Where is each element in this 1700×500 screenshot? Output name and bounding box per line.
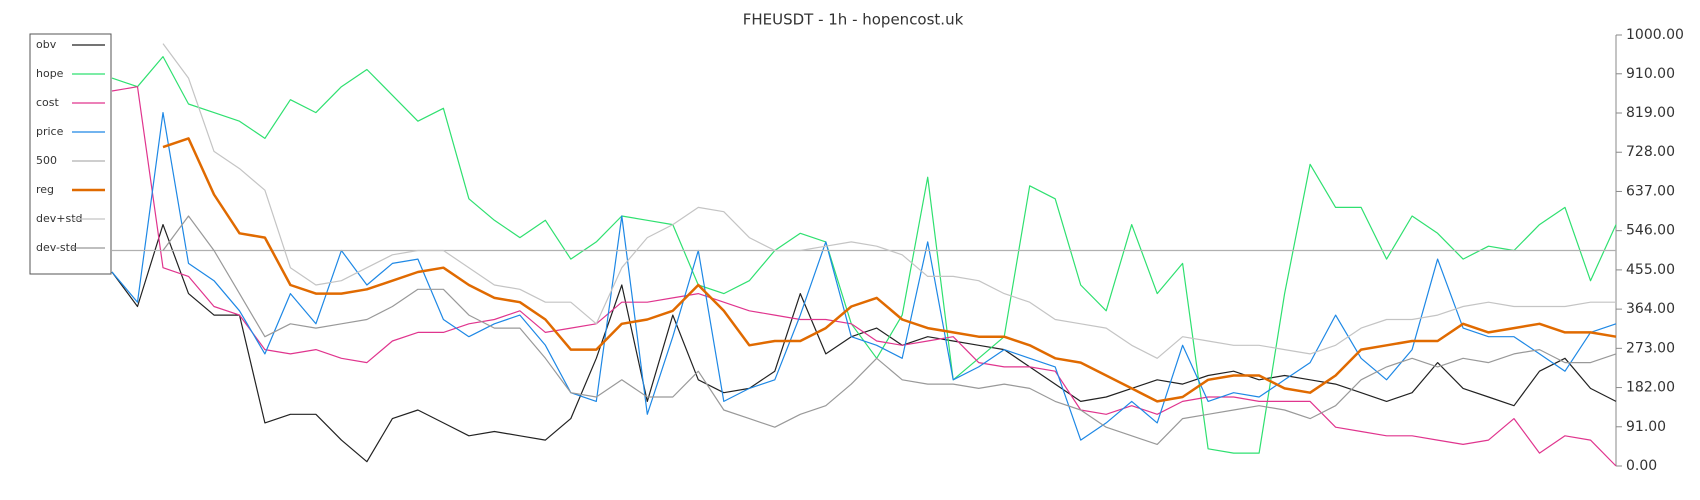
series-line	[111, 56, 1617, 454]
series-line	[162, 215, 1617, 445]
y-tick-label: 546.00	[1626, 223, 1675, 239]
y-tick-label: 910.00	[1626, 66, 1675, 82]
y-tick-label: 819.00	[1626, 105, 1675, 121]
series-line	[162, 137, 1617, 403]
legend-label: dev+std	[36, 212, 83, 225]
y-tick-label: 1000.00	[1626, 27, 1684, 43]
y-tick-label: 0.00	[1626, 458, 1657, 474]
legend-label: dev-std	[36, 241, 77, 254]
y-tick-label: 728.00	[1626, 144, 1675, 160]
series-line	[111, 86, 1617, 467]
y-tick-label: 91.00	[1626, 419, 1666, 435]
series-line	[162, 43, 1616, 359]
y-tick-label: 273.00	[1626, 340, 1675, 356]
chart-title: FHEUSDT - 1h - hopencost.uk	[743, 11, 964, 29]
legend-label: 500	[36, 154, 57, 167]
y-tick-label: 455.00	[1626, 262, 1675, 278]
legend: obv hope cost price 500 reg dev+std dev-std	[29, 33, 112, 275]
y-tick-label: 364.00	[1626, 301, 1675, 317]
series-line	[111, 112, 1617, 441]
y-tick-label: 182.00	[1626, 380, 1675, 396]
legend-label: price	[36, 125, 64, 138]
legend-label: reg	[36, 183, 54, 196]
legend-label: cost	[36, 96, 60, 109]
legend-label: obv	[36, 38, 57, 51]
y-tick-label: 637.00	[1626, 183, 1675, 199]
legend-label: hope	[36, 67, 64, 80]
